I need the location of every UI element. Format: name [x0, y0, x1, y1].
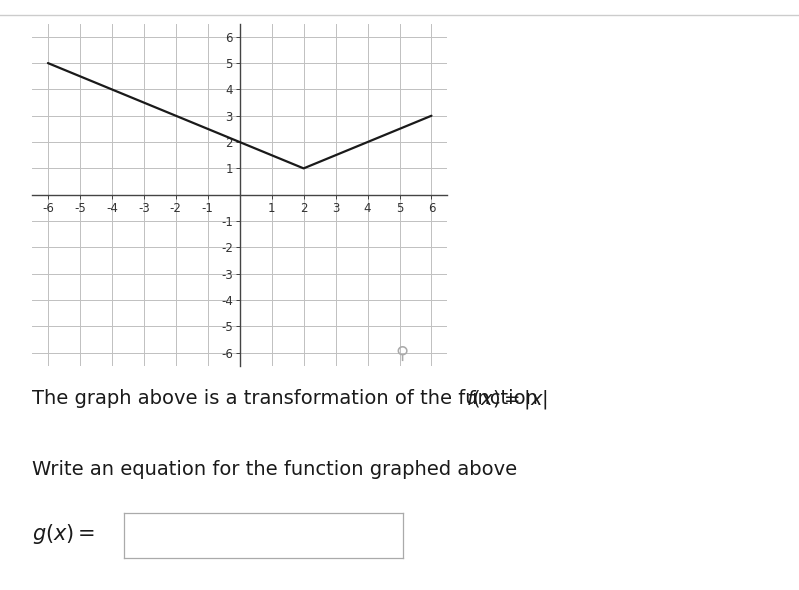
Text: Write an equation for the function graphed above: Write an equation for the function graph…: [32, 460, 517, 479]
Text: ⚲: ⚲: [396, 345, 408, 363]
Text: $f(x) = |x|$: $f(x) = |x|$: [466, 388, 547, 411]
Text: The graph above is a transformation of the function: The graph above is a transformation of t…: [32, 389, 544, 408]
Text: $g(x) =$: $g(x) =$: [32, 522, 95, 546]
